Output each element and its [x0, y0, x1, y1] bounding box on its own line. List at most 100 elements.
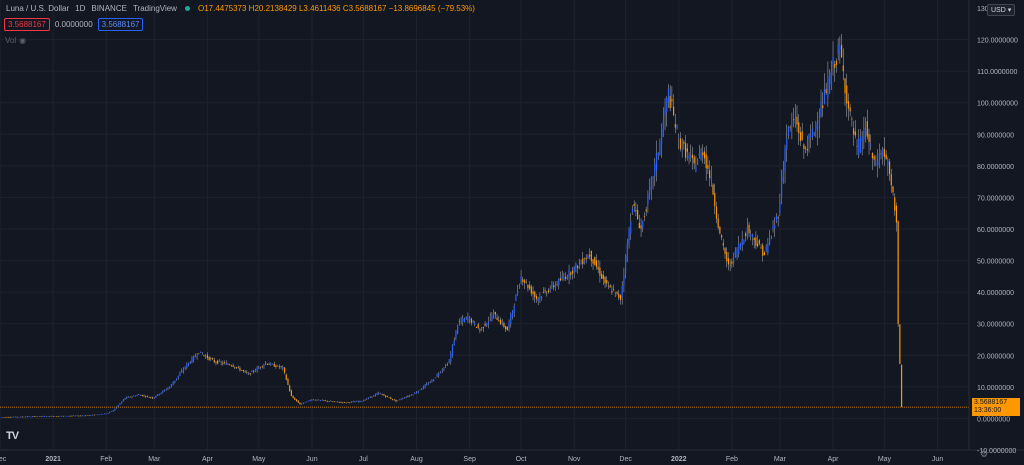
x-tick-label: Mar [148, 456, 161, 463]
eye-icon[interactable]: ◉ [19, 36, 27, 45]
candle-body [748, 224, 750, 234]
candle-body [391, 398, 394, 400]
candle-body [650, 177, 652, 190]
candle-body [215, 361, 217, 363]
candle-body [882, 148, 884, 157]
candle-body [194, 356, 196, 358]
candle-body [518, 286, 520, 288]
volume-indicator[interactable]: Vol ◉ [5, 36, 26, 45]
candle-body [726, 251, 728, 262]
candle-body [422, 386, 424, 389]
chevron-down-icon: ▾ [1007, 7, 1012, 14]
candle-body [450, 353, 452, 362]
candle-body [501, 322, 503, 324]
candle-body [517, 290, 519, 294]
candle-body [73, 415, 75, 417]
candle-body [184, 367, 186, 369]
candle-body [678, 136, 680, 138]
candle-body [866, 121, 868, 137]
interval-label[interactable]: 1D [75, 4, 86, 13]
candle-body [400, 399, 402, 400]
candle-body [895, 205, 898, 223]
y-tick-label: 110.0000000 [977, 69, 1017, 76]
candle-body [770, 235, 772, 237]
candle-body [247, 373, 250, 375]
candle-body [57, 416, 59, 417]
candle-body [702, 152, 704, 156]
settings-icon[interactable]: ⚙ [980, 449, 989, 459]
candle-body [774, 224, 776, 229]
candle-body [361, 401, 363, 402]
x-tick-label: May [878, 456, 892, 463]
candle-body [529, 285, 531, 289]
candle-body [757, 243, 759, 247]
candle-body [810, 136, 812, 137]
x-tick-label: Dec [619, 456, 632, 463]
candle-body [403, 397, 406, 399]
candle-body [25, 416, 27, 418]
candle-body [179, 373, 181, 376]
candle-body [307, 400, 310, 402]
buy-price-box[interactable]: 3.5688167 [97, 18, 144, 31]
candle-body [863, 128, 865, 140]
candle-body [273, 363, 275, 367]
candle-body [832, 56, 834, 66]
symbol-title[interactable]: Luna / U.S. Dollar [6, 4, 70, 13]
candle-body [568, 269, 570, 278]
candle-body [618, 293, 620, 298]
candle-body [664, 109, 666, 116]
candle-body [477, 324, 479, 329]
candle-body [299, 402, 301, 405]
candle-body [122, 399, 125, 402]
candle-body [595, 260, 598, 268]
candle-body [899, 324, 901, 364]
candle-body [193, 356, 195, 361]
x-tick-label: Jun [306, 456, 317, 463]
candle-body [513, 305, 515, 313]
candle-body [86, 415, 89, 417]
y-tick-label: 100.0000000 [977, 101, 1018, 108]
candle-body [4, 417, 6, 418]
candle-body [277, 365, 279, 367]
candle-body [314, 399, 316, 401]
candle-body [107, 412, 109, 414]
time-axis[interactable]: Dec 2021 Feb Mar Apr May Jun Jul Aug Sep Oct Nov Dec… [0, 456, 943, 463]
candle-body [563, 277, 565, 280]
candle-body [139, 395, 142, 396]
candle-body [724, 248, 726, 254]
candle-body [597, 266, 599, 270]
candle-body [265, 363, 267, 365]
candle-body [278, 366, 280, 368]
tradingview-logo-icon[interactable]: TV [6, 430, 19, 442]
candle-body [359, 400, 361, 402]
candle-body [134, 395, 137, 397]
y-tick-label: 90.0000000 [977, 132, 1014, 139]
sell-price-box[interactable]: 3.5688167 [4, 18, 50, 31]
currency-button[interactable]: USD ▾ [987, 4, 1016, 16]
candle-body [611, 291, 613, 293]
candle-body [433, 379, 435, 382]
candle-body [259, 366, 262, 368]
candle-body [827, 76, 829, 98]
candle-body [681, 149, 683, 150]
candle-body [7, 416, 10, 418]
candle-body [145, 396, 147, 397]
candle-body [6, 416, 8, 418]
candle-body [148, 397, 150, 398]
candle-body [338, 402, 340, 403]
candle-body [506, 327, 508, 331]
candle-body [710, 176, 712, 181]
candle-body [40, 416, 42, 418]
candle-body [486, 323, 488, 327]
candle-body [362, 400, 364, 402]
candle-body [103, 413, 106, 415]
x-tick-label: Apr [828, 456, 840, 463]
candle-body [815, 123, 817, 130]
candle-body [688, 155, 690, 159]
candle-body [700, 150, 702, 161]
candle-body [110, 411, 113, 412]
candle-body [237, 366, 239, 368]
price-axis[interactable]: 120.0000000 110.0000000 100.0000000 90.0000… [977, 6, 1018, 455]
candle-body [169, 386, 171, 389]
